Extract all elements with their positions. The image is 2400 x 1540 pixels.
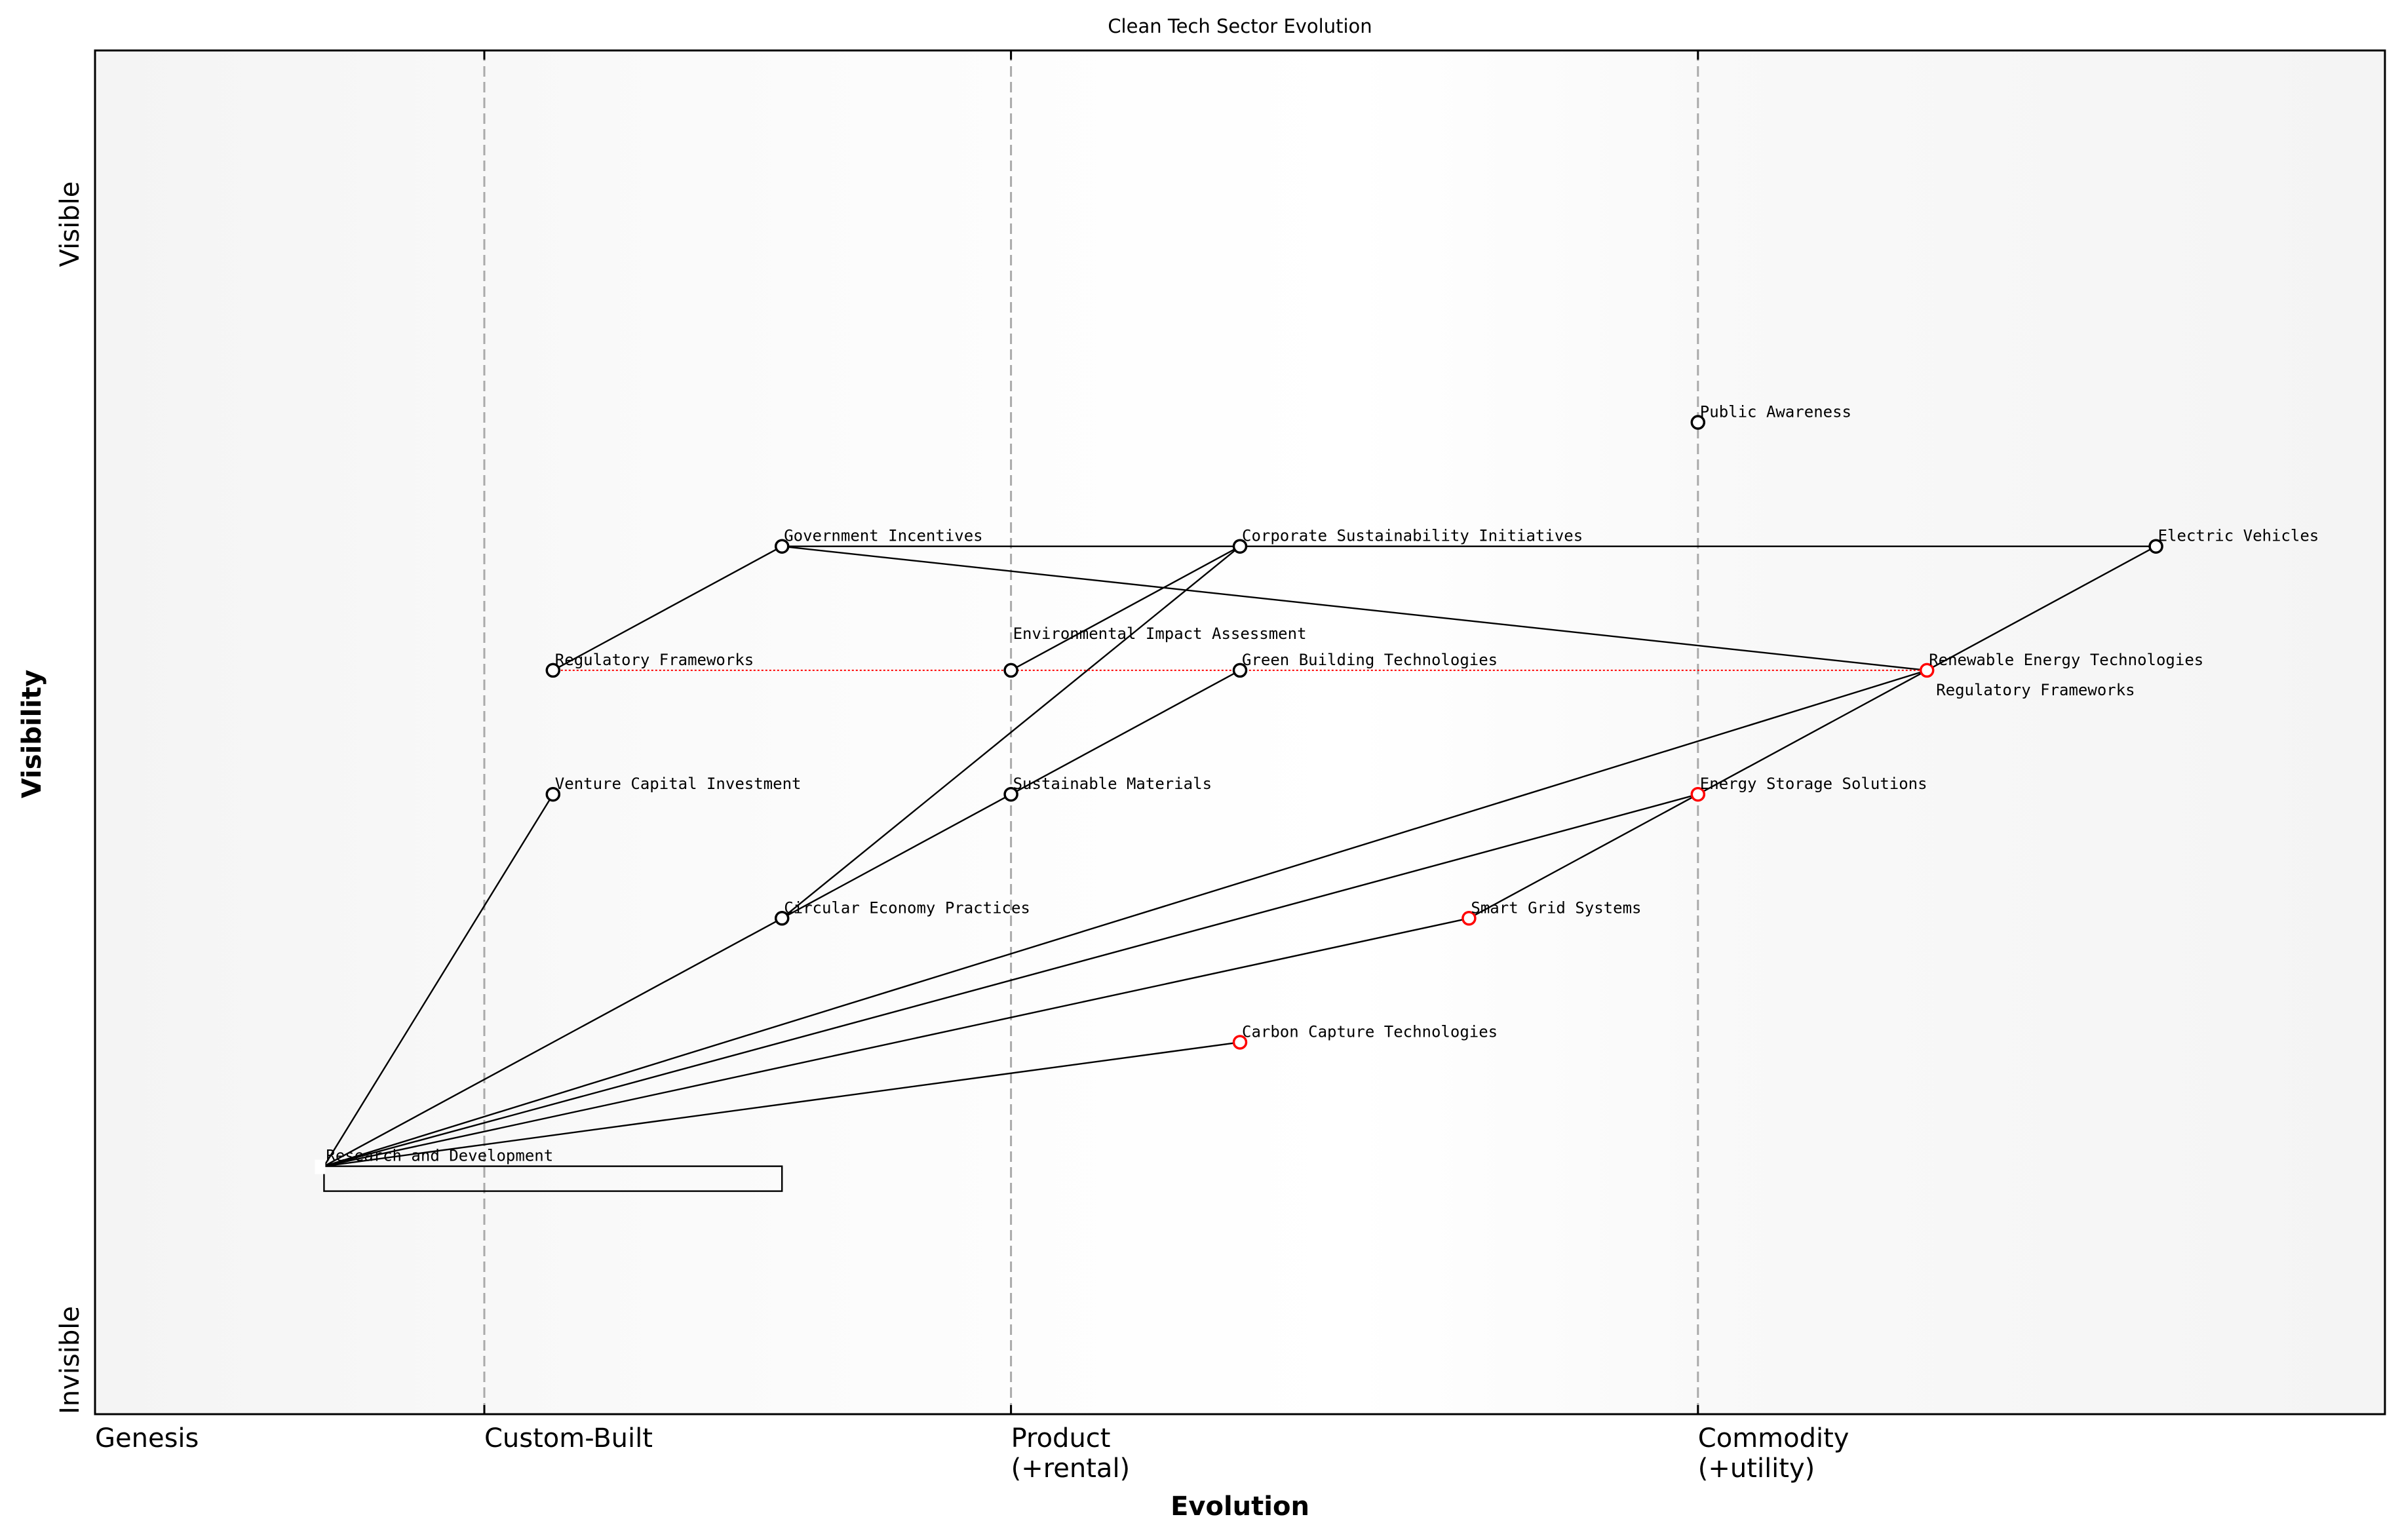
stage-label-line: (+utility)	[1698, 1453, 1815, 1484]
pa-marker	[1690, 415, 1706, 430]
component-pa[interactable]: Public Awareness	[1690, 403, 1851, 430]
component-ess[interactable]: Energy Storage Solutions	[1690, 775, 1927, 802]
ess-marker	[1690, 786, 1706, 802]
vci-marker	[545, 786, 561, 802]
component-sm[interactable]: Sustainable Materials	[1003, 775, 1212, 802]
stage-label: Product (+rental)	[1011, 1423, 1131, 1484]
component-label: Renewable Energy Technologies	[1929, 651, 2203, 669]
dependency-edge	[324, 917, 1469, 1167]
component-sgs[interactable]: Smart Grid Systems	[1461, 898, 1642, 926]
stage-label: Genesis	[95, 1423, 199, 1453]
ev-marker	[2148, 539, 2163, 554]
dependency-edge	[324, 669, 1927, 1167]
component-label: Energy Storage Solutions	[1700, 775, 1927, 793]
component-label: Government Incentives	[784, 527, 982, 545]
component-label: Public Awareness	[1700, 403, 1851, 421]
csi-marker	[1232, 539, 1248, 554]
stage-label-line: Genesis	[95, 1423, 199, 1453]
component-label: Smart Grid Systems	[1471, 898, 1641, 917]
stage-label: Commodity (+utility)	[1698, 1423, 1849, 1484]
component-csi[interactable]: Corporate Sustainability Initiatives	[1232, 527, 1583, 554]
gi-marker	[774, 539, 790, 554]
dependency-edge	[1011, 669, 1241, 796]
component-ev[interactable]: Electric Vehicles	[2148, 527, 2319, 554]
component-marker	[315, 1159, 326, 1174]
dependency-edge	[781, 545, 1241, 919]
stage-label-line: (+rental)	[1011, 1453, 1131, 1484]
stage-label: Custom-Built	[484, 1423, 653, 1453]
sm-marker	[1003, 786, 1018, 802]
y-axis-top-label: Visible	[55, 182, 85, 267]
component-label: Carbon Capture Technologies	[1242, 1022, 1498, 1041]
component-gbt[interactable]: Green Building Technologies	[1232, 651, 1498, 678]
dependency-edge	[1926, 545, 2157, 671]
dependency-edge	[324, 793, 1699, 1167]
component-gi[interactable]: Government Incentives	[774, 527, 983, 554]
cep-marker	[774, 911, 790, 926]
pipeline-box	[323, 1165, 783, 1192]
y-axis-bottom-label: Invisible	[55, 1306, 85, 1414]
dependency-edge	[1697, 669, 1927, 796]
dependency-edge	[1468, 794, 1699, 919]
component-cep[interactable]: Circular Economy Practices	[774, 898, 1030, 926]
component-label: Circular Economy Practices	[784, 898, 1030, 917]
component-cct[interactable]: Carbon Capture Technologies	[1232, 1022, 1498, 1050]
component-rf[interactable]: Regulatory Frameworks	[545, 651, 754, 678]
stage-label-line: Custom-Built	[484, 1423, 653, 1453]
ret-marker	[1919, 663, 1935, 678]
stage-label-line: Commodity	[1698, 1423, 1849, 1453]
sgs-marker	[1461, 911, 1477, 926]
dependency-edge	[323, 794, 554, 1167]
component-label: Electric Vehicles	[2158, 527, 2319, 545]
dependency-edge	[552, 545, 783, 671]
component-label: Corporate Sustainability Initiatives	[1242, 527, 1583, 545]
component-rd[interactable]: Research and Development	[315, 1147, 553, 1174]
evolve-target-label: Regulatory Frameworks	[1936, 681, 2135, 699]
rf-marker	[545, 663, 561, 678]
component-eia[interactable]: Environmental Impact Assessment	[1003, 625, 1307, 678]
component-label: Regulatory Frameworks	[555, 651, 754, 669]
component-label: Green Building Technologies	[1242, 651, 1498, 669]
cct-marker	[1232, 1035, 1248, 1050]
map-title: Clean Tech Sector Evolution	[1108, 15, 1372, 37]
component-ret[interactable]: Renewable Energy Technologies	[1919, 651, 2204, 678]
plot-frame	[94, 49, 2386, 1415]
dependency-edge	[1011, 545, 1241, 671]
dependency-edge	[782, 545, 1927, 672]
x-axis-label: Evolution	[1171, 1492, 1309, 1522]
component-vci[interactable]: Venture Capital Investment	[545, 775, 802, 802]
gbt-marker	[1232, 663, 1248, 678]
plot-area	[95, 50, 2385, 1414]
component-label: Environmental Impact Assessment	[1013, 625, 1307, 643]
dependency-edge	[781, 794, 1012, 919]
eia-marker	[1003, 663, 1018, 678]
y-axis-label: Visibility	[17, 670, 47, 798]
dependency-edge	[323, 917, 783, 1167]
stage-label-line: Product	[1011, 1423, 1111, 1453]
dependency-edge	[324, 1041, 1241, 1167]
component-label: Venture Capital Investment	[555, 775, 802, 793]
component-label: Sustainable Materials	[1013, 775, 1212, 793]
component-label: Research and Development	[326, 1147, 553, 1165]
